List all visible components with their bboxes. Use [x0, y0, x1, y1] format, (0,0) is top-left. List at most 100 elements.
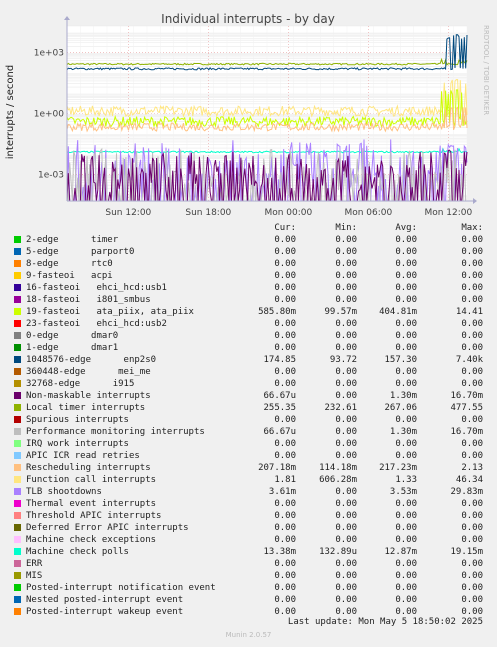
legend-cur: 66.67u — [263, 427, 296, 437]
legend-name: 19-fasteoi ata_piix, ata_piix — [26, 307, 194, 317]
y-axis-label: interrupts / second — [5, 65, 16, 159]
legend-swatch — [14, 296, 21, 303]
legend-cur: 3.61m — [268, 487, 296, 497]
legend-min: 232.61 — [324, 403, 357, 413]
legend-max: 0.00 — [461, 607, 483, 617]
legend-max: 0.00 — [461, 343, 483, 353]
legend-avg: 0.00 — [395, 571, 417, 581]
legend-row: Local timer interrupts 255.35 232.61 267.06… — [0, 402, 497, 414]
legend-row: Rescheduling interrupts 207.18m 114.18m 217… — [0, 462, 497, 474]
legend-avg: 217.23m — [379, 463, 417, 473]
series-line — [66, 149, 468, 202]
legend-swatch — [14, 404, 21, 411]
legend-name: Non-maskable interrupts — [26, 391, 151, 401]
y-tick-label: 1e+00 — [34, 110, 65, 120]
legend-name: Deferred Error APIC interrupts — [26, 523, 189, 533]
legend-min: 0.00 — [335, 391, 357, 401]
legend-row: 9-fasteoi acpi 0.00 0.00 0.00 0.00 — [0, 270, 497, 282]
legend-min: 0.00 — [335, 535, 357, 545]
legend-avg: 0.00 — [395, 331, 417, 341]
legend-cur: 0.00 — [274, 535, 296, 545]
legend-row: Function call interrupts 1.81 606.28m 1.33 4… — [0, 474, 497, 486]
legend-swatch — [14, 320, 21, 327]
legend-avg: 404.81m — [379, 307, 417, 317]
legend-row: Posted-interrupt notification event 0.00 0… — [0, 582, 497, 594]
legend-row: 18-fasteoi i801_smbus 0.00 0.00 0.00 0.00 — [0, 294, 497, 306]
legend-min: 132.89u — [319, 547, 357, 557]
legend-max: 0.00 — [461, 439, 483, 449]
legend-cur: 207.18m — [258, 463, 296, 473]
legend-swatch — [14, 560, 21, 567]
legend-name: 0-edge dmar0 — [26, 331, 119, 341]
legend-cur: 0.00 — [274, 559, 296, 569]
legend-name: 16-fasteoi ehci_hcd:usb1 — [26, 283, 167, 293]
y-tick-label: 1e-03 — [38, 171, 64, 181]
legend-min: 0.00 — [335, 583, 357, 593]
legend-swatch — [14, 584, 21, 591]
legend-min: 0.00 — [335, 343, 357, 353]
header-avg: Avg: — [395, 223, 417, 233]
legend-swatch — [14, 356, 21, 363]
legend-cur: 0.00 — [274, 271, 296, 281]
legend-swatch — [14, 452, 21, 459]
legend-min: 606.28m — [319, 475, 357, 485]
legend-cur: 66.67u — [263, 391, 296, 401]
legend-swatch — [14, 344, 21, 351]
rrdtool-watermark: RRDTOOL / TOBI OETIKER — [482, 25, 490, 115]
legend-avg: 0.00 — [395, 415, 417, 425]
legend-max: 0.00 — [461, 319, 483, 329]
legend-row: Spurious interrupts 0.00 0.00 0.00 0.00 — [0, 414, 497, 426]
legend-row: Threshold APIC interrupts 0.00 0.00 0.00 0.0… — [0, 510, 497, 522]
legend-avg: 0.00 — [395, 607, 417, 617]
legend-max: 46.34 — [455, 475, 483, 485]
legend-avg: 0.00 — [395, 439, 417, 449]
legend-min: 0.00 — [335, 259, 357, 269]
legend-min: 0.00 — [335, 235, 357, 245]
legend-max: 0.00 — [461, 595, 483, 605]
legend-row: 2-edge timer 0.00 0.00 0.00 0.00 — [0, 234, 497, 246]
legend-name: 9-fasteoi acpi — [26, 271, 113, 281]
legend-min: 0.00 — [335, 271, 357, 281]
legend-row: 32768-edge i915 0.00 0.00 0.00 0.00 — [0, 378, 497, 390]
legend-min: 0.00 — [335, 523, 357, 533]
legend-cur: 0.00 — [274, 319, 296, 329]
legend-name: Nested posted-interrupt event — [26, 595, 184, 605]
x-axis-arrow — [473, 198, 477, 204]
series-line — [66, 139, 468, 202]
series-line — [66, 57, 468, 66]
legend-avg: 267.06 — [384, 403, 417, 413]
legend-avg: 0.00 — [395, 523, 417, 533]
legend-swatch — [14, 500, 21, 507]
legend-min: 0.00 — [335, 439, 357, 449]
legend-avg: 0.00 — [395, 271, 417, 281]
legend-swatch — [14, 392, 21, 399]
legend-avg: 157.30 — [384, 355, 417, 365]
legend-row: 360448-edge mei_me 0.00 0.00 0.00 0.00 — [0, 366, 497, 378]
legend-min: 0.00 — [335, 295, 357, 305]
legend-max: 0.00 — [461, 331, 483, 341]
legend-avg: 0.00 — [395, 235, 417, 245]
legend-name: MIS — [26, 571, 43, 581]
legend-min: 0.00 — [335, 559, 357, 569]
legend-cur: 0.00 — [274, 247, 296, 257]
legend-swatch — [14, 236, 21, 243]
legend-min: 0.00 — [335, 499, 357, 509]
legend-max: 2.13 — [461, 463, 483, 473]
legend-max: 16.70m — [450, 427, 483, 437]
legend-avg: 0.00 — [395, 559, 417, 569]
legend-min: 0.00 — [335, 247, 357, 257]
legend-avg: 1.30m — [389, 427, 417, 437]
legend-row: IRQ work interrupts 0.00 0.00 0.00 0.00 — [0, 438, 497, 450]
legend-cur: 0.00 — [274, 583, 296, 593]
legend-cur: 0.00 — [274, 499, 296, 509]
legend-name: APIC ICR read retries — [26, 451, 140, 461]
legend-row: 16-fasteoi ehci_hcd:usb1 0.00 0.00 0.00 0.00 — [0, 282, 497, 294]
legend-name: Local timer interrupts — [26, 403, 146, 413]
legend-max: 0.00 — [461, 283, 483, 293]
series-line — [66, 106, 468, 133]
legend-min: 0.00 — [335, 283, 357, 293]
legend-max: 0.00 — [461, 367, 483, 377]
legend-avg: 0.00 — [395, 367, 417, 377]
series-line — [66, 147, 467, 154]
legend-name: Performance monitoring interrupts — [26, 427, 205, 437]
